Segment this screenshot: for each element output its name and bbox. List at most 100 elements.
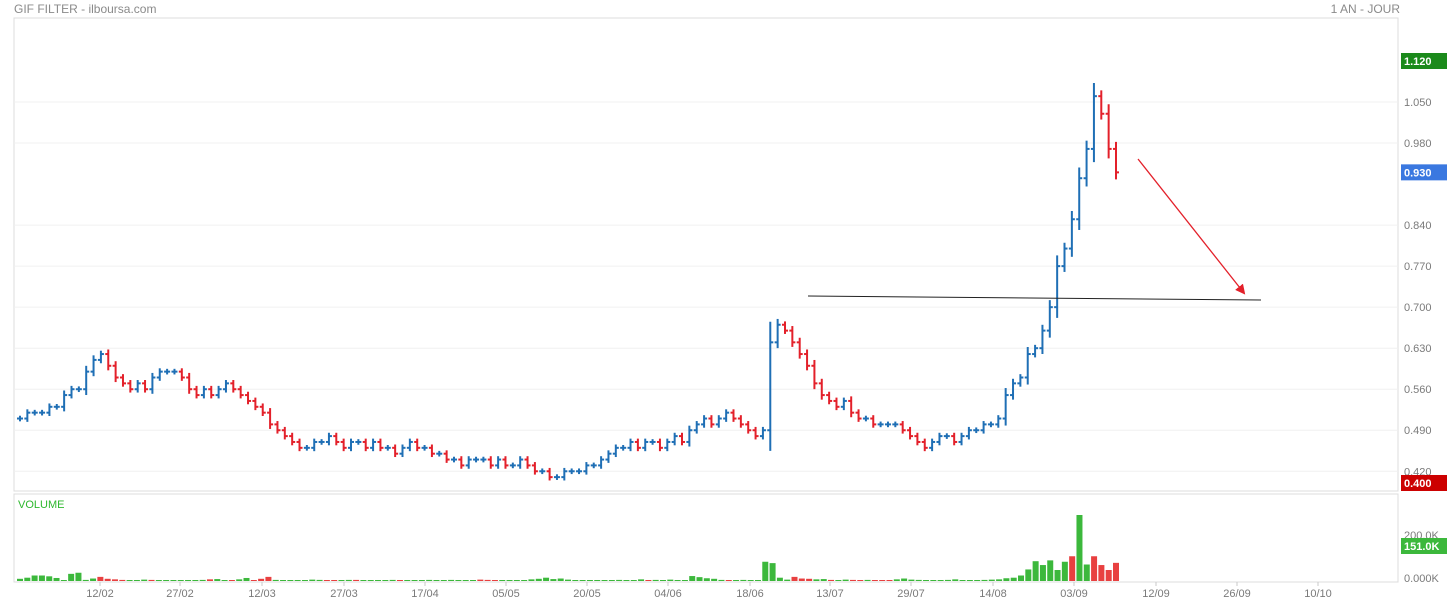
ohlc-bar: [987, 421, 994, 428]
volume-bar: [667, 579, 674, 581]
ohlc-bar: [222, 380, 229, 393]
volume-bar: [272, 579, 279, 581]
volume-bar: [952, 579, 959, 581]
ohlc-bar: [318, 439, 325, 445]
ohlc-bar: [737, 415, 744, 428]
volume-bar: [323, 580, 330, 581]
volume-bar: [974, 580, 981, 581]
volume-bar: [944, 579, 951, 581]
volume-bar: [265, 576, 272, 581]
ohlc-bar: [995, 415, 1002, 428]
ohlc-bar: [1068, 210, 1075, 257]
volume-bar: [1061, 561, 1068, 581]
ohlc-bar: [259, 403, 266, 417]
volume-bar: [382, 580, 389, 581]
ohlc-bar: [671, 432, 678, 446]
ohlc-bar: [119, 374, 126, 387]
ohlc-bar: [164, 368, 171, 375]
ohlc-bar: [193, 385, 200, 399]
volume-panel-frame: [13, 493, 1399, 583]
price-panel-frame: [13, 17, 1399, 492]
volume-bar: [747, 580, 754, 581]
volume-bar: [426, 579, 433, 581]
volume-bar: [68, 573, 75, 581]
volume-bar: [857, 580, 864, 581]
ohlc-bar: [17, 415, 23, 422]
volume-bar: [740, 579, 747, 581]
volume-bar: [981, 579, 988, 581]
volume-bar: [725, 580, 732, 581]
volume-bar: [864, 579, 871, 581]
ohlc-bar: [1090, 82, 1097, 163]
ohlc-bar: [450, 456, 457, 463]
volume-bar: [1018, 575, 1025, 581]
volume-bar: [1069, 556, 1076, 581]
price-tick-label: 0.630: [1404, 343, 1432, 355]
volume-bar: [141, 579, 148, 581]
ohlc-bar: [980, 421, 987, 434]
ohlc-bar: [274, 421, 281, 434]
volume-bar: [572, 580, 579, 581]
ohlc-bar: [208, 385, 215, 399]
ohlc-bar: [443, 450, 450, 463]
date-axis: 12/02 27/02 12/03 27/03 17/04 05/05 20/05 04/06…: [86, 582, 1332, 600]
volume-bar: [1113, 562, 1119, 581]
ohlc-bar: [598, 456, 605, 469]
ohlc-bar: [200, 385, 207, 399]
ohlc-bar: [105, 349, 112, 371]
ohlc-bar: [656, 438, 663, 452]
volume-bar: [652, 579, 659, 581]
volume-bar: [389, 579, 396, 581]
volume-bar: [718, 579, 725, 581]
ohlc-bar: [546, 467, 553, 481]
volume-bar: [338, 580, 345, 581]
volume-bar: [1003, 578, 1010, 581]
volume-bar: [513, 580, 520, 581]
ohlc-bar: [31, 409, 38, 416]
date-tick-label: 17/04: [411, 588, 439, 600]
volume-bar: [111, 579, 118, 581]
volume-bar: [754, 580, 761, 581]
volume-bar: [301, 580, 308, 581]
ohlc-bar: [68, 385, 75, 399]
volume-bar: [294, 580, 301, 581]
ohlc-bar: [642, 438, 649, 452]
ohlc-bar: [296, 438, 303, 452]
volume-bar: [616, 579, 623, 581]
volume-bar: [535, 578, 542, 581]
period-selector[interactable]: 1 AN - JOUR: [1330, 2, 1400, 16]
volume-bar: [1047, 560, 1054, 581]
date-tick-label: 27/03: [330, 588, 358, 600]
ohlc-bar: [142, 380, 149, 393]
ohlc-bar: [943, 433, 950, 439]
date-tick-label: 12/09: [1142, 588, 1170, 600]
volume-bar: [689, 576, 696, 581]
volume-bar: [601, 580, 608, 581]
volume-bar: [82, 579, 89, 581]
ohlc-bar: [1024, 347, 1031, 385]
volume-bar: [31, 575, 38, 581]
volume-bar: [418, 580, 425, 581]
volume-bar: [1010, 577, 1017, 581]
ohlc-bar: [1098, 90, 1105, 120]
date-tick-label: 29/07: [897, 588, 925, 600]
volume-bar: [104, 578, 111, 581]
ohlc-bar: [1113, 141, 1119, 180]
volume-bar: [148, 579, 155, 581]
ohlc-bar: [1105, 104, 1112, 159]
volume-bar: [75, 572, 82, 581]
volume-bar: [46, 576, 53, 581]
volume-bar: [828, 579, 835, 581]
ohlc-bar: [127, 380, 134, 393]
ohlc-bar: [97, 350, 104, 364]
volume-bar: [367, 580, 374, 581]
ohlc-bar: [649, 439, 656, 445]
volume-bar: [97, 576, 104, 581]
volume-tick-label: 0.000K: [1404, 573, 1440, 585]
volume-bar: [506, 580, 513, 581]
ohlc-bar: [1061, 242, 1068, 272]
ohlc-bar: [759, 426, 766, 440]
volume-bar: [1105, 570, 1112, 581]
ohlc-bar: [561, 467, 568, 481]
ohlc-bar: [862, 415, 869, 422]
